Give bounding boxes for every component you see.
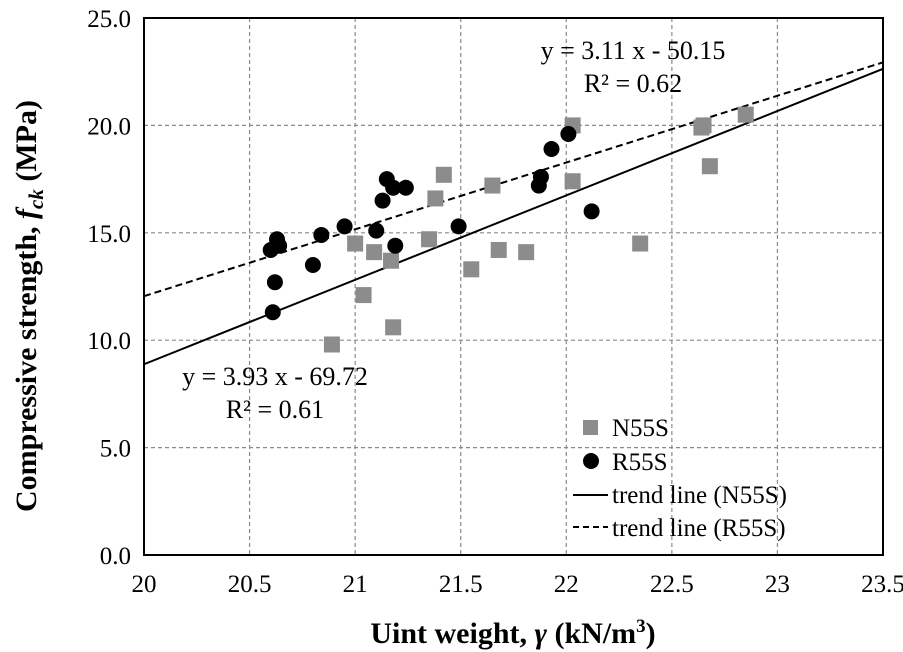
tick-labels: 20 20.5 21 21.5 22 22.5 23 23.5 0.0 5.0 10.0 15.0 20… xyxy=(87,6,903,598)
x-axis-title-symbol: γ xyxy=(535,617,548,650)
data-point-n55s xyxy=(737,106,754,123)
y-axis-title-unit xyxy=(10,182,43,190)
data-point-n55s xyxy=(355,287,372,304)
trendline-n55s xyxy=(143,67,884,366)
grid xyxy=(144,18,883,555)
x-tick-label: 20 xyxy=(132,571,157,598)
x-axis-title-unit-sup: 3 xyxy=(636,616,646,637)
r55s-equation: y = 3.11 x - 50.15 xyxy=(541,36,726,65)
data-point-n55s xyxy=(518,244,535,261)
x-axis-title-main: Uint weight, xyxy=(370,617,527,650)
y-tick-label: 15.0 xyxy=(87,221,131,248)
r55s-r2: R² = 0.62 xyxy=(584,69,682,98)
legend-label-trend-r55s: trend line (R55S) xyxy=(612,515,786,542)
x-tick-label: 22.5 xyxy=(650,571,694,598)
legend: N55S R55S trend line (N55S) trend line (… xyxy=(573,415,787,542)
data-point-r55s xyxy=(368,222,385,239)
data-point-n55s xyxy=(435,166,452,183)
x-tick-label: 21 xyxy=(343,571,368,598)
data-point-r55s xyxy=(387,237,404,254)
data-point-r55s xyxy=(560,125,577,142)
data-point-n55s xyxy=(347,235,364,252)
x-tick-label: 20.5 xyxy=(228,571,272,598)
x-axis-title: Uint weight, γ (kN/m3) xyxy=(370,616,655,650)
trendlines xyxy=(143,61,884,366)
y-axis-title: Compressive strength, fck (MPa) xyxy=(10,100,48,512)
x-tick-label: 23 xyxy=(765,571,790,598)
y-tick-label: 20.0 xyxy=(87,113,131,140)
data-point-n55s xyxy=(490,241,507,258)
x-axis-title-unit: (kN/m xyxy=(554,617,636,650)
data-point-n55s xyxy=(632,235,649,252)
data-point-r55s xyxy=(304,257,321,274)
y-tick-label: 5.0 xyxy=(100,436,131,463)
data-point-r55s xyxy=(543,141,560,158)
data-point-n55s xyxy=(463,261,480,278)
data-point-r55s xyxy=(336,218,353,235)
data-point-n55s xyxy=(701,158,718,175)
data-point-r55s xyxy=(385,179,402,196)
data-point-r55s xyxy=(374,192,391,209)
data-point-r55s xyxy=(583,203,600,220)
y-axis-title-main: Compressive strength, xyxy=(10,226,43,512)
data-point-r55s xyxy=(264,304,281,321)
data-point-r55s xyxy=(397,179,414,196)
data-points xyxy=(262,106,754,353)
x-tick-label: 23.5 xyxy=(861,571,903,598)
y-axis-title-unit-text: (MPa) xyxy=(10,100,43,182)
legend-marker-r55s xyxy=(583,453,599,469)
y-axis-title-symbol: f xyxy=(10,206,43,219)
data-point-r55s xyxy=(313,226,330,243)
data-point-r55s xyxy=(271,237,288,254)
trendline-r55s xyxy=(143,61,884,298)
data-point-n55s xyxy=(695,117,712,134)
x-axis-title-unit-end: ) xyxy=(646,617,656,650)
data-point-n55s xyxy=(484,177,501,194)
data-point-n55s xyxy=(427,190,444,207)
n55s-r2: R² = 0.61 xyxy=(226,395,324,424)
data-point-r55s xyxy=(266,274,283,291)
x-tick-label: 22 xyxy=(554,571,579,598)
n55s-equation: y = 3.93 x - 69.72 xyxy=(182,362,368,391)
y-tick-label: 0.0 xyxy=(100,543,131,570)
y-tick-label: 25.0 xyxy=(87,6,131,33)
data-point-n55s xyxy=(421,231,438,248)
data-point-n55s xyxy=(323,336,340,353)
legend-marker-n55s xyxy=(583,420,598,435)
legend-label-trend-n55s: trend line (N55S) xyxy=(612,482,787,509)
data-point-r55s xyxy=(450,218,467,235)
data-point-r55s xyxy=(532,168,549,185)
legend-label-n55s: N55S xyxy=(612,415,669,442)
data-point-n55s xyxy=(564,173,581,190)
y-axis-title-sub: ck xyxy=(24,189,48,209)
data-point-n55s xyxy=(383,252,400,269)
legend-label-r55s: R55S xyxy=(612,449,668,476)
plot-frame xyxy=(143,17,884,556)
y-tick-label: 10.0 xyxy=(87,328,131,355)
data-point-n55s xyxy=(385,319,402,336)
data-point-n55s xyxy=(366,244,383,261)
x-tick-label: 21.5 xyxy=(439,571,483,598)
